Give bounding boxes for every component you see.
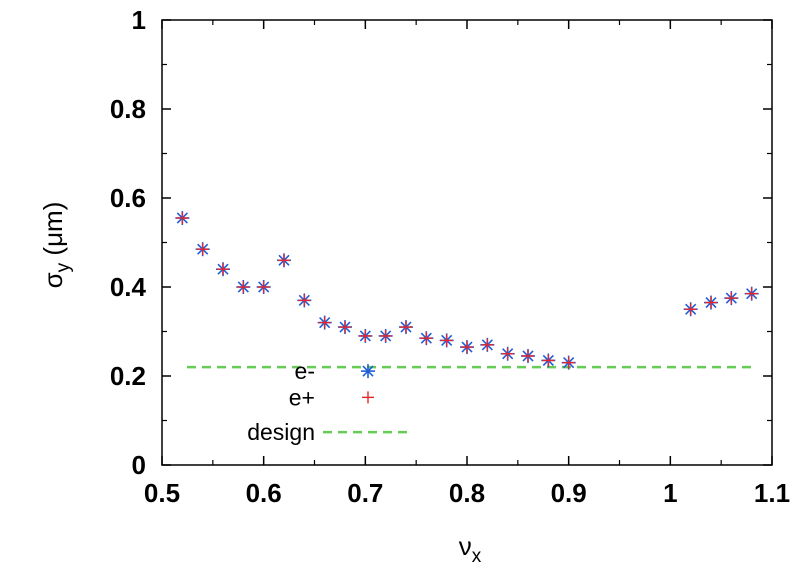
data-point-e+ — [542, 354, 555, 367]
legend-label-design: design — [247, 419, 315, 445]
x-tick-label: 1 — [663, 478, 677, 508]
data-point-e+ — [278, 254, 290, 267]
y-axis-title-sub: y — [53, 262, 74, 272]
legend-marker-e+ — [362, 391, 374, 404]
data-point-e+ — [400, 321, 412, 334]
data-point-e+ — [257, 281, 270, 293]
y-tick-label: 0.2 — [110, 361, 146, 391]
data-point-e+ — [318, 316, 331, 329]
legend-label-e-: e- — [295, 358, 315, 384]
data-point-e+ — [684, 303, 697, 316]
x-tick-label: 0.9 — [551, 478, 587, 508]
data-point-e+ — [481, 338, 494, 351]
data-point-e+ — [745, 287, 758, 300]
x-axis-title-sub: x — [472, 546, 482, 565]
data-point-e+ — [461, 341, 473, 354]
data-point-e+ — [298, 294, 311, 307]
legend-marker-e- — [361, 364, 375, 379]
data-point-e+ — [501, 347, 514, 360]
data-point-e+ — [420, 332, 433, 345]
data-point-e+ — [176, 212, 189, 225]
legend-label-e+: e+ — [289, 384, 315, 410]
data-point-e+ — [217, 263, 229, 276]
data-point-e+ — [522, 349, 534, 362]
data-point-e+ — [725, 292, 738, 305]
x-tick-label: 0.7 — [347, 478, 383, 508]
x-tick-label: 0.8 — [449, 478, 485, 508]
y-axis-title-unit: (μm) — [38, 202, 68, 263]
x-axis-title-main: ν — [459, 531, 472, 561]
data-point-e+ — [705, 296, 717, 309]
x-tick-label: 0.6 — [246, 478, 282, 508]
data-point-e+ — [339, 321, 351, 334]
y-tick-label: 0.6 — [110, 183, 146, 213]
data-point-e+ — [440, 334, 453, 347]
y-tick-label: 1 — [132, 5, 146, 35]
data-point-e+ — [237, 281, 250, 293]
y-tick-label: 0.8 — [110, 94, 146, 124]
data-point-e+ — [562, 356, 575, 369]
data-point-e+ — [379, 329, 392, 342]
x-axis-title: νx — [459, 531, 482, 565]
y-axis-title-main: σ — [38, 272, 68, 288]
y-tick-label: 0.4 — [110, 272, 147, 302]
data-point-e+ — [196, 243, 209, 256]
data-point-e+ — [359, 329, 372, 342]
x-tick-label: 0.5 — [144, 478, 180, 508]
x-tick-label: 1.1 — [754, 478, 790, 508]
y-axis-title: σy (μm) — [38, 202, 74, 289]
y-tick-label: 0 — [132, 450, 146, 480]
